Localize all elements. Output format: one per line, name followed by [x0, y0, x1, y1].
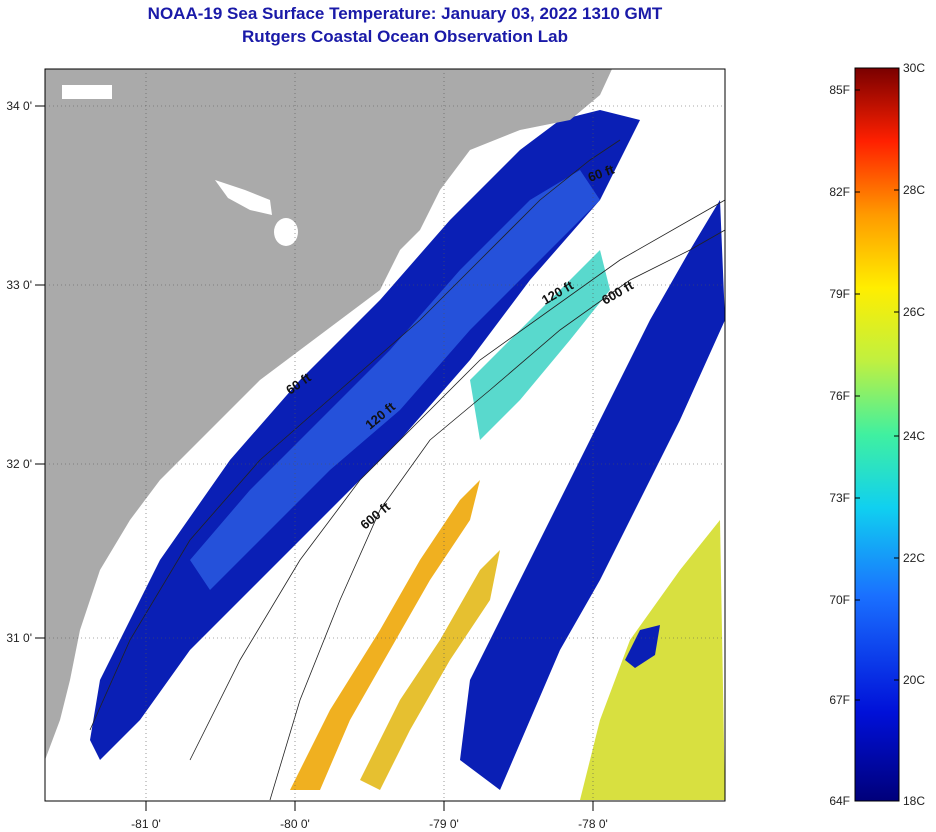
southeast-warm-water [580, 520, 725, 800]
colorbar-f-label: 85F [829, 83, 850, 97]
colorbar-c-ticks [894, 189, 899, 681]
lake-shape [215, 180, 272, 215]
colorbar-c-label: 22C [903, 551, 925, 565]
colorbar-c-label: 20C [903, 673, 925, 687]
contour-60ft [89, 139, 621, 731]
colorbar-f-label: 70F [829, 593, 850, 607]
midshelf-water [190, 170, 600, 590]
offshore-cold-water [460, 200, 725, 790]
lon-tick-label: -80 0' [280, 817, 310, 831]
colorbar-c-label: 18C [903, 794, 925, 808]
colorbar-c-label: 24C [903, 429, 925, 443]
lon-tick-label: -81 0' [131, 817, 161, 831]
gulf-stream-warm-filament [290, 480, 480, 790]
lon-tick-label: -79 0' [429, 817, 459, 831]
lat-tick-label: 32 0' [6, 457, 32, 471]
contour-120ft [189, 199, 725, 761]
colorbar-c-label: 28C [903, 183, 925, 197]
contour-600ft [269, 229, 725, 801]
lake-shape [274, 218, 298, 246]
map-title: NOAA-19 Sea Surface Temperature: January… [147, 4, 663, 23]
colorbar-f-label: 73F [829, 491, 850, 505]
outer-shelf-water [470, 250, 610, 440]
southeast-cold-eddy [625, 625, 660, 668]
land-mass [45, 69, 612, 760]
lat-tick-label: 34 0' [6, 99, 32, 113]
gulf-stream-warm-filament-2 [360, 550, 500, 790]
axis-ticks [35, 105, 594, 811]
colorbar-f-label: 64F [829, 794, 850, 808]
lat-tick-label: 31 0' [6, 631, 32, 645]
colorbar-c-label: 30C [903, 61, 925, 75]
graticule [45, 69, 725, 801]
colorbar-f-label: 79F [829, 287, 850, 301]
map-frame [44, 68, 726, 802]
lake-shape [62, 85, 112, 99]
colorbar-f-ticks [855, 89, 860, 701]
colorbar [854, 67, 900, 802]
colorbar-f-label: 76F [829, 389, 850, 403]
colorbar-f-label: 82F [829, 185, 850, 199]
lat-tick-label: 33 0' [6, 278, 32, 292]
colorbar-f-label: 67F [829, 693, 850, 707]
lon-tick-label: -78 0' [578, 817, 608, 831]
colorbar-c-label: 26C [903, 305, 925, 319]
map-subtitle: Rutgers Coastal Ocean Observation Lab [242, 27, 568, 46]
